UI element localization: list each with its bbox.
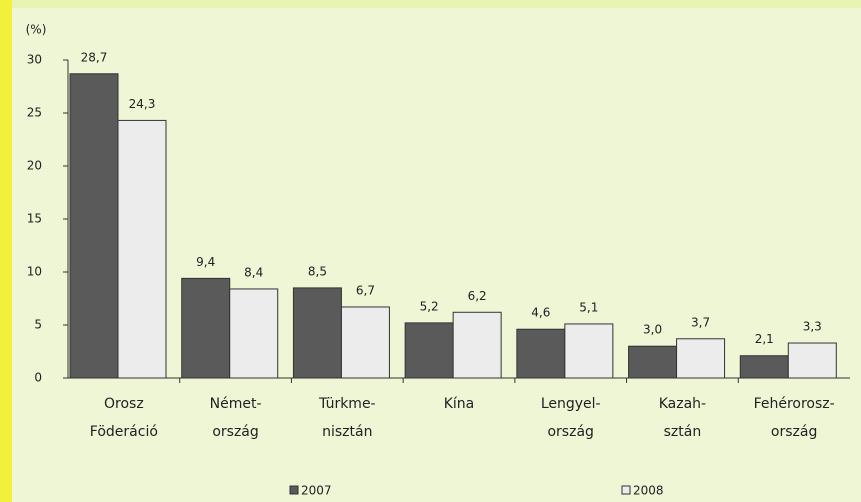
legend-swatch [289,485,299,495]
value-label: 24,3 [129,97,156,111]
bar [516,328,566,379]
value-label: 3,3 [803,320,822,334]
x-tick-label: Fehérorosz- [754,396,835,412]
legend-label: 2008 [633,484,664,498]
legend-swatch [621,485,631,495]
value-label: 3,0 [643,323,662,337]
y-axis-label: (%) [26,23,47,37]
value-label: 6,7 [356,283,375,297]
bar [676,338,726,379]
bar [404,322,454,379]
y-tick-label: 5 [34,318,42,332]
x-tick-label: Kazah- [659,396,706,412]
value-label: 5,1 [579,300,598,314]
y-tick-label: 30 [27,53,42,67]
bar [69,73,119,379]
value-label: 8,4 [244,265,263,279]
value-label: 2,1 [755,332,774,346]
bar [292,287,342,379]
x-tick-label: Föderáció [90,424,158,440]
y-tick-label: 0 [34,371,42,385]
x-tick-label: Kína [444,396,475,412]
x-tick-label: sztán [664,424,702,440]
y-tick-label: 25 [27,106,42,120]
x-tick-label: nisztán [322,424,372,440]
x-tick-label: Lengyel- [541,396,601,412]
value-label: 9,4 [196,255,215,269]
x-tick-label: Orosz [104,396,144,412]
x-tick-label: ország [547,424,593,440]
bar [787,342,837,379]
value-label: 5,2 [420,299,439,313]
x-tick-label: Német- [210,396,262,412]
top-stripe [0,0,861,8]
bar [117,119,167,379]
bar [340,306,390,379]
y-tick-label: 20 [27,159,42,173]
x-tick-label: Türkme- [318,396,376,412]
bar [452,311,502,379]
value-label: 28,7 [81,50,108,64]
y-tick-label: 15 [27,212,42,226]
value-label: 6,2 [468,289,487,303]
value-label: 3,7 [691,315,710,329]
bar [229,288,279,379]
value-label: 4,6 [531,306,550,320]
bar [181,277,231,379]
legend-label: 2007 [301,484,332,498]
x-tick-label: ország [212,424,258,440]
left-stripe [0,0,12,502]
bar [564,323,614,379]
x-tick-label: ország [771,424,817,440]
bar [628,345,678,379]
y-tick-label: 10 [27,265,42,279]
value-label: 8,5 [308,264,327,278]
bar [739,355,789,379]
